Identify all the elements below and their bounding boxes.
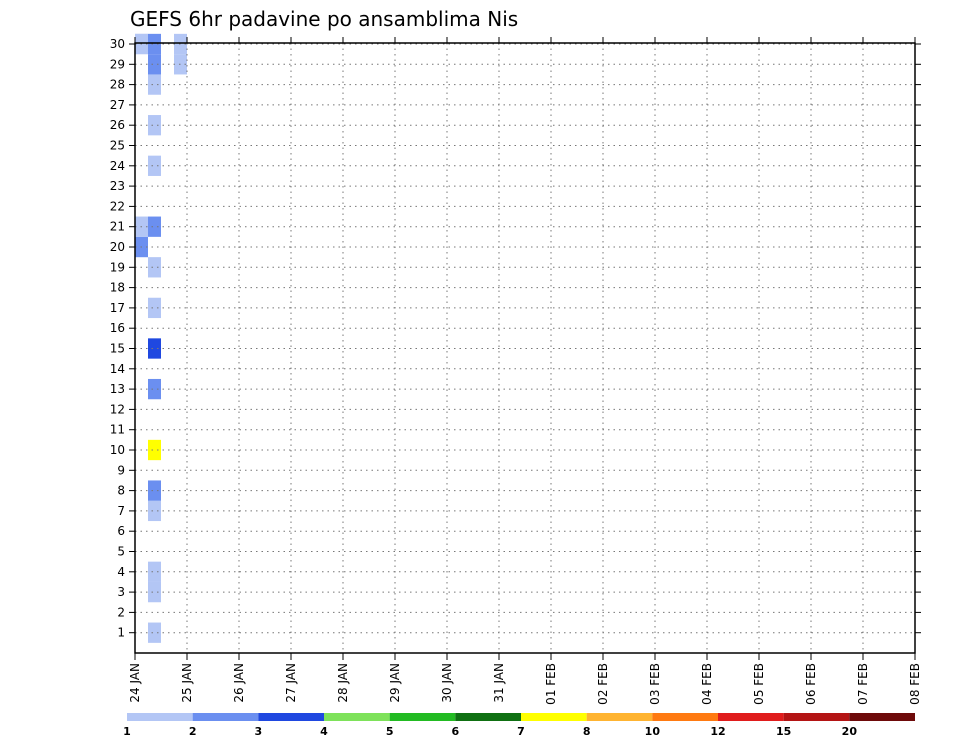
x-tick-label: 28 JAN: [336, 663, 350, 703]
x-axis: 24 JAN 25 JAN 26 JAN 27 JAN 28 JAN 29 JAN 30 J…: [128, 37, 922, 705]
y-tick-label: 27: [110, 98, 125, 112]
y-tick-label: 30: [110, 37, 125, 51]
y-tick-label: 23: [110, 179, 125, 193]
colorbar-swatch: [718, 713, 784, 721]
x-tick-label: 03 FEB: [648, 663, 662, 705]
precip-cell: [148, 155, 161, 176]
precip-cell: [148, 257, 161, 278]
precip-cell: [148, 561, 161, 582]
y-tick-label: 13: [110, 382, 125, 396]
y-tick-label: 8: [117, 484, 125, 498]
x-tick-label: 05 FEB: [752, 663, 766, 705]
y-axis: 1234567891011121314151617181920212223242…: [110, 37, 921, 640]
precip-cell: [148, 216, 161, 237]
x-tick-label: 24 JAN: [128, 663, 142, 703]
colorbar-label: 3: [255, 725, 263, 738]
precip-cell: [148, 115, 161, 136]
colorbar-swatch: [783, 713, 850, 721]
y-tick-label: 25: [110, 139, 125, 153]
colorbar-label: 15: [776, 725, 791, 738]
colorbar-swatch: [192, 713, 259, 721]
colorbar: 1 2 3 4 5 6 7 8 10 12 15 20: [123, 713, 915, 738]
precip-cell: [148, 378, 161, 400]
colorbar-swatch: [324, 713, 390, 721]
colorbar-swatch: [849, 713, 915, 721]
colorbar-label: 20: [842, 725, 858, 738]
colorbar-label: 12: [710, 725, 725, 738]
x-tick-label: 25 JAN: [180, 663, 194, 703]
y-tick-label: 20: [110, 240, 125, 254]
colorbar-swatch: [258, 713, 324, 721]
y-tick-label: 12: [110, 402, 125, 416]
precip-cell: [148, 581, 161, 603]
y-tick-label: 11: [110, 423, 125, 437]
precip-cell: [148, 297, 161, 319]
y-tick-label: 18: [110, 281, 125, 295]
precip-cell: [148, 33, 161, 55]
y-tick-label: 2: [117, 605, 125, 619]
colorbar-label: 5: [386, 725, 394, 738]
y-tick-label: 17: [110, 301, 125, 315]
colorbar-label: 4: [320, 725, 328, 738]
x-tick-label: 31 JAN: [492, 663, 506, 703]
x-tick-label: 06 FEB: [804, 663, 818, 705]
y-tick-label: 21: [110, 220, 125, 234]
y-tick-label: 26: [110, 118, 125, 132]
y-tick-label: 6: [117, 524, 125, 538]
x-tick-label: 27 JAN: [284, 663, 298, 703]
x-tick-label: 30 JAN: [440, 663, 454, 703]
y-tick-label: 22: [110, 199, 125, 213]
colorbar-label: 10: [645, 725, 661, 738]
y-tick-label: 10: [110, 443, 125, 457]
precip-cell: [148, 74, 161, 95]
colorbar-swatch: [455, 713, 521, 721]
colorbar-swatch: [652, 713, 718, 721]
colorbar-label: 2: [189, 725, 197, 738]
chart-title: GEFS 6hr padavine po ansamblima Nis: [130, 7, 518, 31]
colorbar-label: 1: [123, 725, 131, 738]
y-tick-label: 1: [117, 626, 125, 640]
x-tick-label: 07 FEB: [856, 663, 870, 705]
x-tick-label: 29 JAN: [388, 663, 402, 703]
y-tick-label: 14: [110, 362, 125, 376]
x-tick-label: 02 FEB: [596, 663, 610, 705]
y-tick-label: 7: [117, 504, 125, 518]
y-tick-label: 4: [117, 565, 125, 579]
x-tick-label: 04 FEB: [700, 663, 714, 705]
y-tick-label: 16: [110, 321, 125, 335]
precip-cell: [148, 54, 161, 75]
precip-cell: [148, 439, 161, 461]
colorbar-swatch: [389, 713, 456, 721]
precip-cell: [148, 480, 161, 501]
colorbar-label: 7: [517, 725, 525, 738]
precip-cell: [148, 500, 161, 522]
precip-cell: [148, 338, 161, 359]
y-tick-label: 15: [110, 342, 125, 356]
x-tick-label: 01 FEB: [544, 663, 558, 705]
colorbar-swatch: [521, 713, 587, 721]
y-tick-label: 28: [110, 78, 125, 92]
x-tick-label: 26 JAN: [232, 663, 246, 703]
y-tick-label: 3: [117, 585, 125, 599]
x-tick-label: 08 FEB: [908, 663, 922, 705]
grid-layer: [135, 43, 915, 653]
y-tick-label: 29: [110, 57, 125, 71]
y-tick-label: 9: [117, 463, 125, 477]
colorbar-swatch: [586, 713, 653, 721]
y-tick-label: 5: [117, 545, 125, 559]
colorbar-swatch: [127, 713, 193, 721]
y-tick-label: 19: [110, 260, 125, 274]
precip-cell: [148, 622, 161, 643]
y-tick-label: 24: [110, 159, 125, 173]
colorbar-label: 8: [583, 725, 591, 738]
colorbar-label: 6: [452, 725, 460, 738]
